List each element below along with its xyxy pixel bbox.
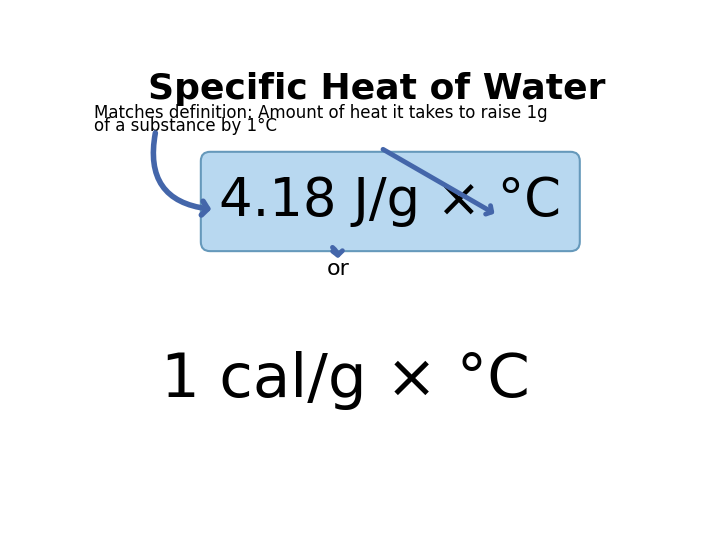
Text: 4.18 J/g × °C: 4.18 J/g × °C [220,176,562,227]
Text: Matches definition: Amount of heat it takes to raise 1g: Matches definition: Amount of heat it ta… [94,104,547,122]
Text: of a substance by 1°C: of a substance by 1°C [94,117,277,136]
Text: Specific Heat of Water: Specific Heat of Water [148,72,606,106]
Text: 1 cal/g × °C: 1 cal/g × °C [161,351,530,410]
FancyBboxPatch shape [201,152,580,251]
Text: or: or [327,259,349,279]
